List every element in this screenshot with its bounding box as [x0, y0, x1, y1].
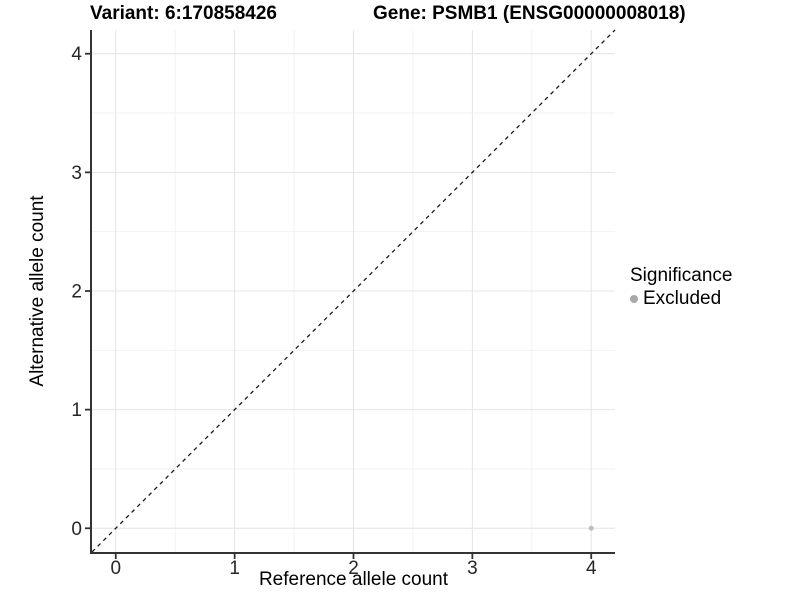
x-tick-label: 2: [348, 558, 359, 579]
excluded-point-icon: [630, 295, 638, 303]
y-tick-label: 2: [71, 282, 82, 303]
x-axis-title: Reference allele count: [258, 569, 449, 590]
y-axis-title: Alternative allele count: [27, 195, 48, 387]
variant-title: Variant: 6:170858426: [90, 3, 277, 24]
y-tick-label: 4: [71, 44, 82, 65]
y-tick-label: 3: [71, 163, 82, 184]
y-tick-label: 1: [71, 400, 82, 421]
identity-line: [91, 29, 616, 553]
y-tick-label: 0: [71, 519, 82, 540]
data-point: [588, 525, 594, 531]
x-tick-label: 4: [586, 558, 597, 579]
legend-title: Significance: [630, 265, 733, 286]
x-tick-label: 3: [467, 558, 478, 579]
legend-item-excluded: Excluded: [630, 288, 732, 310]
legend-item-label: Excluded: [643, 288, 722, 309]
gene-title: Gene: PSMB1 (ENSG00000008018): [373, 3, 686, 24]
x-tick-label: 0: [110, 558, 121, 579]
legend: Significance Excluded: [630, 265, 732, 310]
x-tick-label: 1: [229, 558, 240, 579]
